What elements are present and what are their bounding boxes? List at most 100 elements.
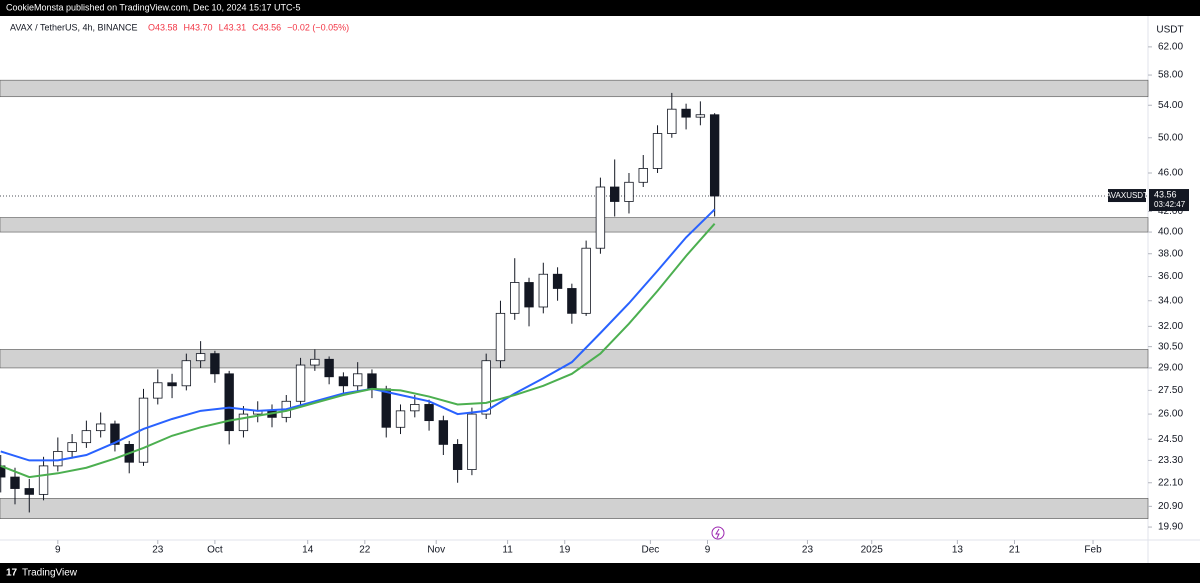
- zone: [0, 79, 1149, 98]
- candle-body: [210, 353, 220, 375]
- candle-body: [153, 382, 163, 399]
- x-tick-label: Feb: [1084, 545, 1102, 556]
- candle-body: [709, 114, 720, 197]
- x-tick-label: 14: [302, 545, 314, 556]
- candle-body: [95, 423, 106, 432]
- y-tick-label: 40.00: [1158, 227, 1183, 238]
- candle-body: [381, 388, 391, 428]
- candle-body: [481, 360, 491, 415]
- x-tick-label: 9: [55, 545, 61, 556]
- x-tick-label: 22: [359, 545, 371, 556]
- x-tick-label: 23: [802, 545, 814, 556]
- ohlc-value: C43.56: [252, 22, 281, 32]
- average-line: [0, 223, 716, 479]
- x-tick-label: Oct: [207, 545, 223, 556]
- candle-body: [224, 373, 234, 432]
- candle-body: [695, 114, 706, 118]
- candle-body: [395, 410, 406, 428]
- candle-body: [467, 413, 477, 470]
- candle-body: [38, 465, 49, 495]
- symbol: AVAX / TetherUS, 4h, BINANCE: [10, 22, 138, 32]
- candle-body: [452, 443, 463, 470]
- average-line: [0, 208, 716, 462]
- y-tick-label: 62.00: [1158, 42, 1183, 53]
- y-tick-label: 30.50: [1158, 341, 1183, 352]
- x-tick-label: 23: [152, 545, 164, 556]
- publisher: CookieMonsta published on TradingView.co…: [6, 2, 301, 12]
- ohlc-values: O43.58 H43.70 L43.31 C43.56 −0.02 (−0.05%): [148, 22, 349, 32]
- candle-body: [667, 108, 677, 134]
- countdown: 03:42:47: [1154, 200, 1186, 209]
- candle-body: [610, 186, 620, 202]
- ohlc-value: L43.31: [219, 22, 247, 32]
- candle-body: [10, 476, 20, 489]
- x-tick-label: 21: [1009, 545, 1021, 556]
- candle-body: [595, 186, 606, 249]
- candle-body: [238, 413, 249, 432]
- x-tick-label: 13: [952, 545, 964, 556]
- candle-body: [510, 282, 520, 314]
- candle-body: [310, 358, 320, 366]
- y-tick-label: 58.00: [1158, 70, 1183, 81]
- candle-body: [81, 430, 92, 444]
- candle-body: [438, 420, 449, 445]
- x-tick-label: 9: [705, 545, 711, 556]
- symbol-tag-bg: [1108, 189, 1146, 203]
- ohlc-value: H43.70: [184, 22, 213, 32]
- event-icon-bolt: [715, 528, 720, 539]
- candle-body: [324, 358, 334, 378]
- symbol-tag: AVAXUSDT: [1106, 191, 1148, 200]
- y-tick-label: 27.50: [1158, 385, 1183, 396]
- candle-body: [195, 353, 206, 362]
- candle-body: [53, 451, 63, 467]
- candle-body: [652, 133, 663, 169]
- candle-body: [181, 360, 192, 387]
- y-tick-label: 19.90: [1158, 522, 1183, 533]
- y-tick-label: 26.00: [1158, 409, 1183, 420]
- candle-body: [581, 247, 591, 314]
- y-tick-label: 50.00: [1158, 132, 1183, 143]
- x-tick-label: Dec: [641, 545, 659, 556]
- candle-body: [538, 273, 548, 308]
- zone: [0, 217, 1149, 233]
- price-tag-bg: [1149, 189, 1189, 212]
- candle-body: [495, 312, 506, 362]
- candle-body: [67, 442, 77, 452]
- y-tick-label: 42.00: [1158, 206, 1183, 217]
- candle-body: [567, 288, 577, 314]
- footer-logo: 17: [6, 568, 18, 579]
- y-tick-label: 36.00: [1158, 271, 1183, 282]
- candle-body: [624, 181, 634, 202]
- candle-body: [367, 373, 377, 390]
- candle-body: [410, 404, 420, 412]
- x-tick-label: Nov: [427, 545, 445, 556]
- y-tick-label: 38.00: [1158, 248, 1183, 259]
- top-bar: [0, 0, 1200, 16]
- candle-body: [338, 376, 349, 387]
- y-tick-label: 32.00: [1158, 321, 1183, 332]
- candle-body: [424, 404, 434, 422]
- candle-body: [110, 423, 120, 445]
- currency: USDT: [1156, 25, 1183, 36]
- y-tick-label: 46.00: [1158, 168, 1183, 179]
- y-tick-label: 34.00: [1158, 295, 1183, 306]
- footer-bar: [0, 563, 1200, 583]
- x-tick-label: 2025: [861, 545, 884, 556]
- price-tag: 43.56: [1154, 189, 1177, 199]
- candle-body: [552, 273, 563, 289]
- candle-body: [167, 382, 177, 387]
- candle-body: [352, 373, 363, 387]
- y-tick-label: 29.00: [1158, 363, 1183, 374]
- candle-body: [524, 282, 534, 308]
- plot-area: [0, 79, 1149, 519]
- zone: [0, 498, 1149, 519]
- candle-body: [295, 364, 306, 402]
- candle-body: [638, 168, 648, 183]
- x-tick-label: 11: [502, 545, 513, 556]
- y-tick-label: 20.90: [1158, 501, 1183, 512]
- event-icon[interactable]: [711, 526, 725, 540]
- candle-body: [24, 488, 34, 495]
- y-tick-label: 22.10: [1158, 477, 1183, 488]
- y-tick-label: 54.00: [1158, 100, 1183, 111]
